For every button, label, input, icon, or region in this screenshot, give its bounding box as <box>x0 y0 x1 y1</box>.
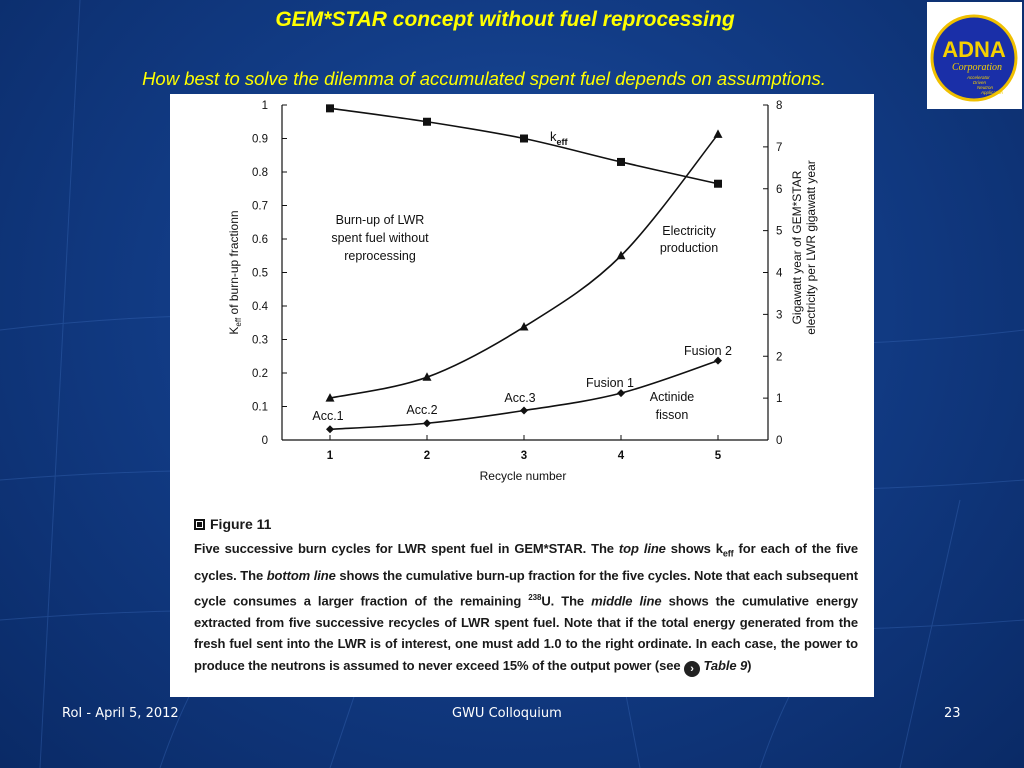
y-axis-right-label-line-2: electricity per LWR gigawatt year <box>804 160 818 335</box>
y-left-tick-label: 0.5 <box>252 268 268 280</box>
logo-line-4: Application <box>980 90 1004 95</box>
burn-cycle-chart: 0 0.1 0.2 0.3 0.4 0.5 0.6 0.7 0.8 0.9 1 0 1 2 3 4 5 6 7 8 1 2… <box>227 100 818 483</box>
figure-caption: Figure 11 Five successive burn cycles fo… <box>194 516 858 677</box>
y-right-tick-label: 1 <box>776 393 782 405</box>
y-right-tick-label: 8 <box>776 100 782 112</box>
electricity-point <box>519 321 529 331</box>
y-right-tick-label: 2 <box>776 351 782 363</box>
footer-left: RoI - April 5, 2012 <box>62 706 179 721</box>
y-left-tick-label: 0.3 <box>252 335 268 347</box>
burnup-point <box>423 419 431 428</box>
burnup-point <box>326 425 334 434</box>
burnup-annotation-line-2: spent fuel without <box>331 231 429 245</box>
burnup-annotation-line-1: Burn-up of LWR <box>336 213 425 227</box>
fusion2-annotation: Fusion 2 <box>684 344 732 358</box>
caption-title: Figure 11 <box>194 516 858 532</box>
y-right-tick-label: 4 <box>776 268 783 280</box>
burnup-annotation-line-3: reprocessing <box>344 249 416 263</box>
actinide-annotation-line-2: fisson <box>656 408 689 422</box>
caption-body: Five successive burn cycles for LWR spen… <box>194 541 859 677</box>
keff-annotation: keff <box>550 129 569 147</box>
logo-line-3: Neutron <box>977 85 994 90</box>
x-tick-label: 4 <box>618 450 625 462</box>
y-left-tick-label: 0.1 <box>252 402 268 414</box>
keff-point <box>326 104 334 113</box>
y-left-tick-label: 0.4 <box>252 301 269 313</box>
slide-subtitle: How best to solve the dilemma of accumul… <box>142 68 826 89</box>
electricity-point <box>713 129 723 138</box>
slide-number: 23 <box>944 706 961 721</box>
burnup-point <box>617 389 625 398</box>
electricity-annotation-line-2: production <box>660 241 718 255</box>
y-left-tick-label: 0 <box>262 435 268 447</box>
fusion1-annotation: Fusion 1 <box>586 376 634 390</box>
logo-line-1: Accelerator <box>966 75 990 80</box>
electricity-point <box>422 372 432 381</box>
burnup-point <box>714 356 722 365</box>
burnup-point <box>520 406 528 415</box>
keff-point <box>714 179 722 188</box>
y-right-tick-label: 0 <box>776 435 782 447</box>
electricity-point <box>325 393 335 402</box>
y-axis-right-label-line-1: Gigawatt year of GEM*STAR <box>790 170 804 324</box>
x-tick-label: 3 <box>521 450 527 462</box>
figure-label: Figure 11 <box>210 516 272 532</box>
logo-line-2: Driven <box>973 80 987 85</box>
figure-square-icon <box>194 518 205 530</box>
x-tick-label: 1 <box>327 450 334 462</box>
y-left-tick-label: 0.8 <box>252 167 268 179</box>
y-right-tick-label: 5 <box>776 226 782 238</box>
series-line-1 <box>329 107 719 185</box>
footer-center: GWU Colloquium <box>452 706 562 721</box>
y-right-tick-label: 6 <box>776 184 782 196</box>
keff-point <box>617 157 625 166</box>
y-left-tick-label: 0.2 <box>252 368 268 380</box>
acc2-annotation: Acc.2 <box>406 403 437 417</box>
slide-title: GEM*STAR concept without fuel reprocessi… <box>275 8 735 31</box>
y-left-tick-label: 0.9 <box>252 134 268 146</box>
y-right-tick-label: 3 <box>776 309 782 321</box>
figure-panel: 0 0.1 0.2 0.3 0.4 0.5 0.6 0.7 0.8 0.9 1 0 1 2 3 4 5 6 7 8 1 2… <box>170 94 874 697</box>
table-9-link[interactable]: Table 9 <box>703 657 748 673</box>
logo-subtext: Corporation <box>952 62 1002 73</box>
x-tick-label: 5 <box>715 450 722 462</box>
chart-series <box>325 104 723 434</box>
actinide-annotation-line-1: Actinide <box>650 390 695 404</box>
y-left-tick-label: 0.6 <box>252 234 268 246</box>
keff-point <box>520 134 528 143</box>
y-left-tick-label: 1 <box>262 100 268 112</box>
y-axis-left-label: Keff of burn-up fractionn <box>227 210 243 334</box>
logo-text: ADNA <box>942 37 1006 62</box>
y-right-tick-label: 7 <box>776 142 782 154</box>
chart-axes: 0 0.1 0.2 0.3 0.4 0.5 0.6 0.7 0.8 0.9 1 0 1 2 3 4 5 6 7 8 1 2… <box>252 100 783 462</box>
adna-logo-graphic: ADNA Corporation Accelerator Driven Neut… <box>930 14 1018 102</box>
x-tick-label: 2 <box>424 450 430 462</box>
y-left-tick-label: 0.7 <box>252 201 268 213</box>
electricity-annotation-line-1: Electricity <box>662 224 716 238</box>
adna-logo: ADNA Corporation Accelerator Driven Neut… <box>927 2 1022 109</box>
acc3-annotation: Acc.3 <box>504 391 535 405</box>
arrow-right-icon[interactable]: › <box>684 660 701 677</box>
x-axis-label: Recycle number <box>480 469 567 483</box>
acc1-annotation: Acc.1 <box>312 409 343 423</box>
electricity-point <box>616 250 626 260</box>
keff-point <box>423 117 431 126</box>
series-line-2 <box>329 133 719 399</box>
